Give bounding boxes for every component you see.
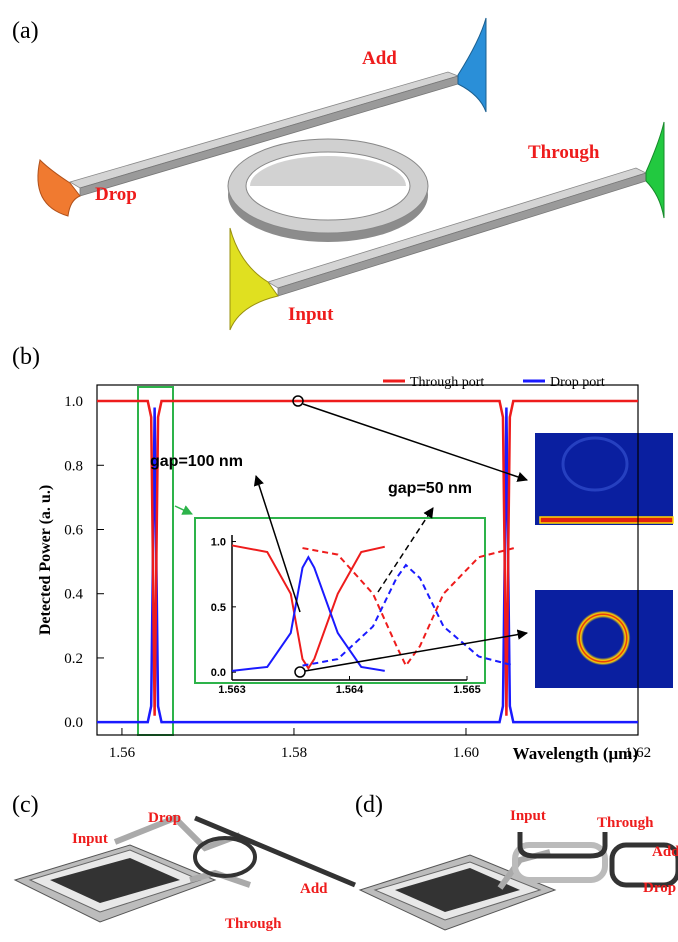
panel-label: (d) bbox=[355, 792, 383, 818]
panel-label: (c) bbox=[12, 792, 39, 818]
port-label: Drop bbox=[95, 184, 137, 205]
y-tick-label: 0.0 bbox=[211, 667, 226, 679]
panel-label: (b) bbox=[12, 344, 40, 370]
device-c bbox=[15, 818, 355, 922]
port-label: Add bbox=[362, 48, 397, 69]
field-image bbox=[540, 517, 673, 523]
port-label: Input bbox=[510, 808, 546, 824]
port-label: Add bbox=[300, 881, 328, 897]
y-tick-label: 1.0 bbox=[64, 394, 83, 410]
ring-diagram bbox=[38, 18, 664, 330]
y-tick-label: 0.4 bbox=[64, 587, 83, 603]
annotation: gap=50 nm bbox=[388, 480, 472, 497]
x-axis-label: Wavelength (μm) bbox=[513, 744, 638, 763]
port-label: Input bbox=[288, 304, 334, 325]
x-tick-label: 1.563 bbox=[218, 684, 246, 696]
port-label: Through bbox=[225, 916, 282, 932]
device-d bbox=[360, 832, 678, 930]
x-tick-label: 1.56 bbox=[109, 745, 136, 761]
panel-label: (a) bbox=[12, 18, 39, 44]
x-tick-label: 1.60 bbox=[453, 745, 479, 761]
figure: (a) (b) (c) (d) Add Through Drop Input 1… bbox=[0, 0, 678, 942]
y-tick-label: 0.6 bbox=[64, 522, 83, 538]
x-tick-label: 1.58 bbox=[281, 745, 307, 761]
port-label: Through bbox=[597, 815, 654, 831]
y-tick-label: 1.0 bbox=[211, 537, 226, 549]
port-label: Drop bbox=[148, 810, 181, 826]
port-label: Through bbox=[528, 142, 600, 163]
y-tick-label: 0.5 bbox=[211, 602, 226, 614]
arrow bbox=[175, 506, 192, 514]
port-label: Drop bbox=[643, 880, 676, 896]
y-tick-label: 0.0 bbox=[64, 715, 83, 731]
legend-label: Drop port bbox=[550, 375, 605, 390]
field-image bbox=[567, 602, 639, 674]
y-axis-label: Detected Power (a. u.) bbox=[37, 485, 54, 635]
arrow bbox=[303, 404, 527, 480]
y-tick-label: 0.2 bbox=[64, 651, 83, 667]
y-tick-label: 0.8 bbox=[64, 458, 83, 474]
x-tick-label: 1.565 bbox=[453, 684, 481, 696]
port-label: Add bbox=[652, 844, 678, 860]
x-tick-label: 1.564 bbox=[336, 684, 364, 696]
port-label: Input bbox=[72, 831, 108, 847]
legend-label: Through port bbox=[410, 375, 484, 390]
annotation: gap=100 nm bbox=[150, 453, 243, 470]
field-image bbox=[535, 433, 673, 525]
